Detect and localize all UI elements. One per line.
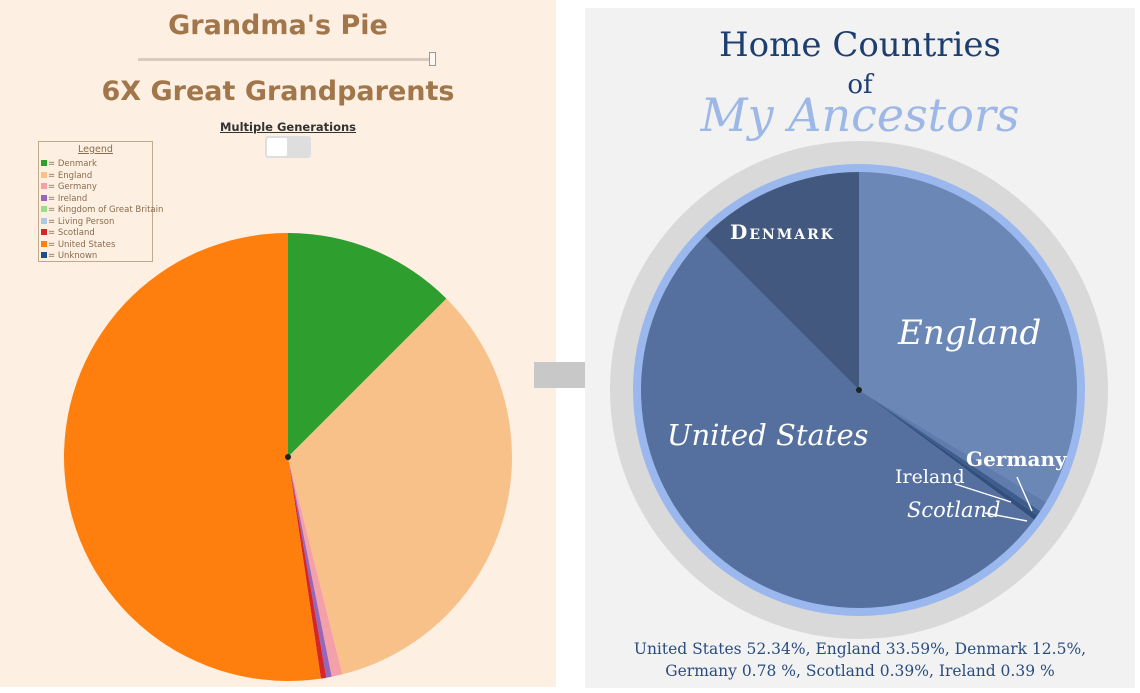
legend-label: = Ireland	[48, 193, 88, 204]
right-pie-slice-denmark	[704, 172, 859, 390]
slice-label-england: England	[898, 313, 1042, 353]
legend-swatch	[41, 217, 47, 224]
left-pie-slice-united-states	[64, 233, 321, 681]
app-title: Grandma's Pie	[168, 10, 388, 41]
poster-title-line3: My Ancestors	[700, 88, 1020, 142]
legend-item: = Denmark	[41, 159, 97, 169]
multiple-generations-label: Multiple Generations	[219, 120, 357, 134]
legend-item: = England	[41, 171, 92, 181]
right-pie-slice-england	[859, 172, 1077, 503]
left-pie-slice-denmark	[288, 233, 447, 457]
poster-title-line2: of	[847, 70, 873, 100]
right-pie-slice-scotland	[859, 390, 1041, 516]
percent-summary-line1: United States 52.34%, England 33.59%, De…	[633, 640, 1087, 658]
scotland-leader-line	[984, 512, 1028, 522]
legend-item: = Scotland	[41, 228, 95, 238]
left-pie-slice-germany	[288, 457, 343, 677]
right-pie-center-dot	[856, 387, 862, 393]
legend-swatch	[41, 206, 47, 212]
generation-slider-track[interactable]	[138, 58, 434, 61]
legend-swatch	[41, 171, 47, 178]
legend: Legend = Denmark = England = Germany = Irel…	[38, 141, 163, 262]
right-pie-slice-ireland	[859, 390, 1038, 520]
poster-title-line1: Home Countries	[719, 25, 1001, 65]
legend-label: = Germany	[48, 182, 97, 192]
ireland-leader-line	[954, 483, 1012, 503]
left-panel: Grandma's Pie 6X Great Grandparents Mult…	[0, 0, 556, 687]
slice-label-ireland: Ireland	[895, 466, 965, 488]
legend-label: = Unknown	[48, 251, 98, 261]
legend-item: = Germany	[41, 182, 97, 192]
legend-label: = Living Person	[48, 216, 115, 227]
legend-label: = Scotland	[48, 228, 95, 238]
slice-label-denmark: Denmark	[730, 220, 835, 244]
right-pie-slice-germany	[859, 390, 1046, 512]
right-pie-slice-united-states	[640, 235, 1035, 609]
multiple-generations-toggle[interactable]	[265, 136, 311, 158]
left-pie-slice-england	[288, 298, 512, 675]
legend-label: = United States	[48, 239, 116, 250]
right-panel: Home Countries of My Ancestors Denmark E…	[585, 8, 1135, 688]
legend-item: = Kingdom of Great Britain	[41, 205, 163, 215]
left-pie-slice-scotland	[288, 457, 327, 679]
legend-swatch	[41, 160, 47, 166]
germany-leader-line	[1016, 476, 1033, 512]
left-pie-center-dot	[285, 454, 291, 460]
slice-label-germany: Germany	[966, 447, 1067, 471]
legend-item: = Unknown	[41, 251, 97, 261]
legend-label: = Kingdom of Great Britain	[48, 205, 164, 215]
slice-label-united-states: United States	[667, 418, 869, 452]
legend-swatch	[41, 194, 47, 201]
left-pie-chart	[64, 233, 512, 681]
legend-title: Legend	[78, 144, 113, 155]
legend-item: = Ireland	[41, 194, 87, 204]
legend-swatch	[41, 183, 47, 189]
legend-item: = United States	[41, 240, 115, 250]
legend-item: = Living Person	[41, 217, 114, 227]
legend-swatch	[41, 240, 47, 247]
slice-label-scotland: Scotland	[907, 498, 1001, 522]
generation-title: 6X Great Grandparents	[101, 76, 455, 107]
percent-summary-line2: Germany 0.78 %, Scotland 0.39%, Ireland …	[665, 662, 1055, 680]
right-pie-chart	[610, 141, 1108, 639]
legend-label: = Denmark	[48, 159, 97, 169]
generation-slider-thumb[interactable]	[429, 52, 436, 66]
left-pie-slice-ireland	[288, 457, 332, 678]
legend-swatch	[41, 252, 47, 258]
toggle-knob[interactable]	[267, 138, 287, 156]
legend-label: = England	[48, 170, 93, 181]
legend-swatch	[41, 229, 47, 235]
